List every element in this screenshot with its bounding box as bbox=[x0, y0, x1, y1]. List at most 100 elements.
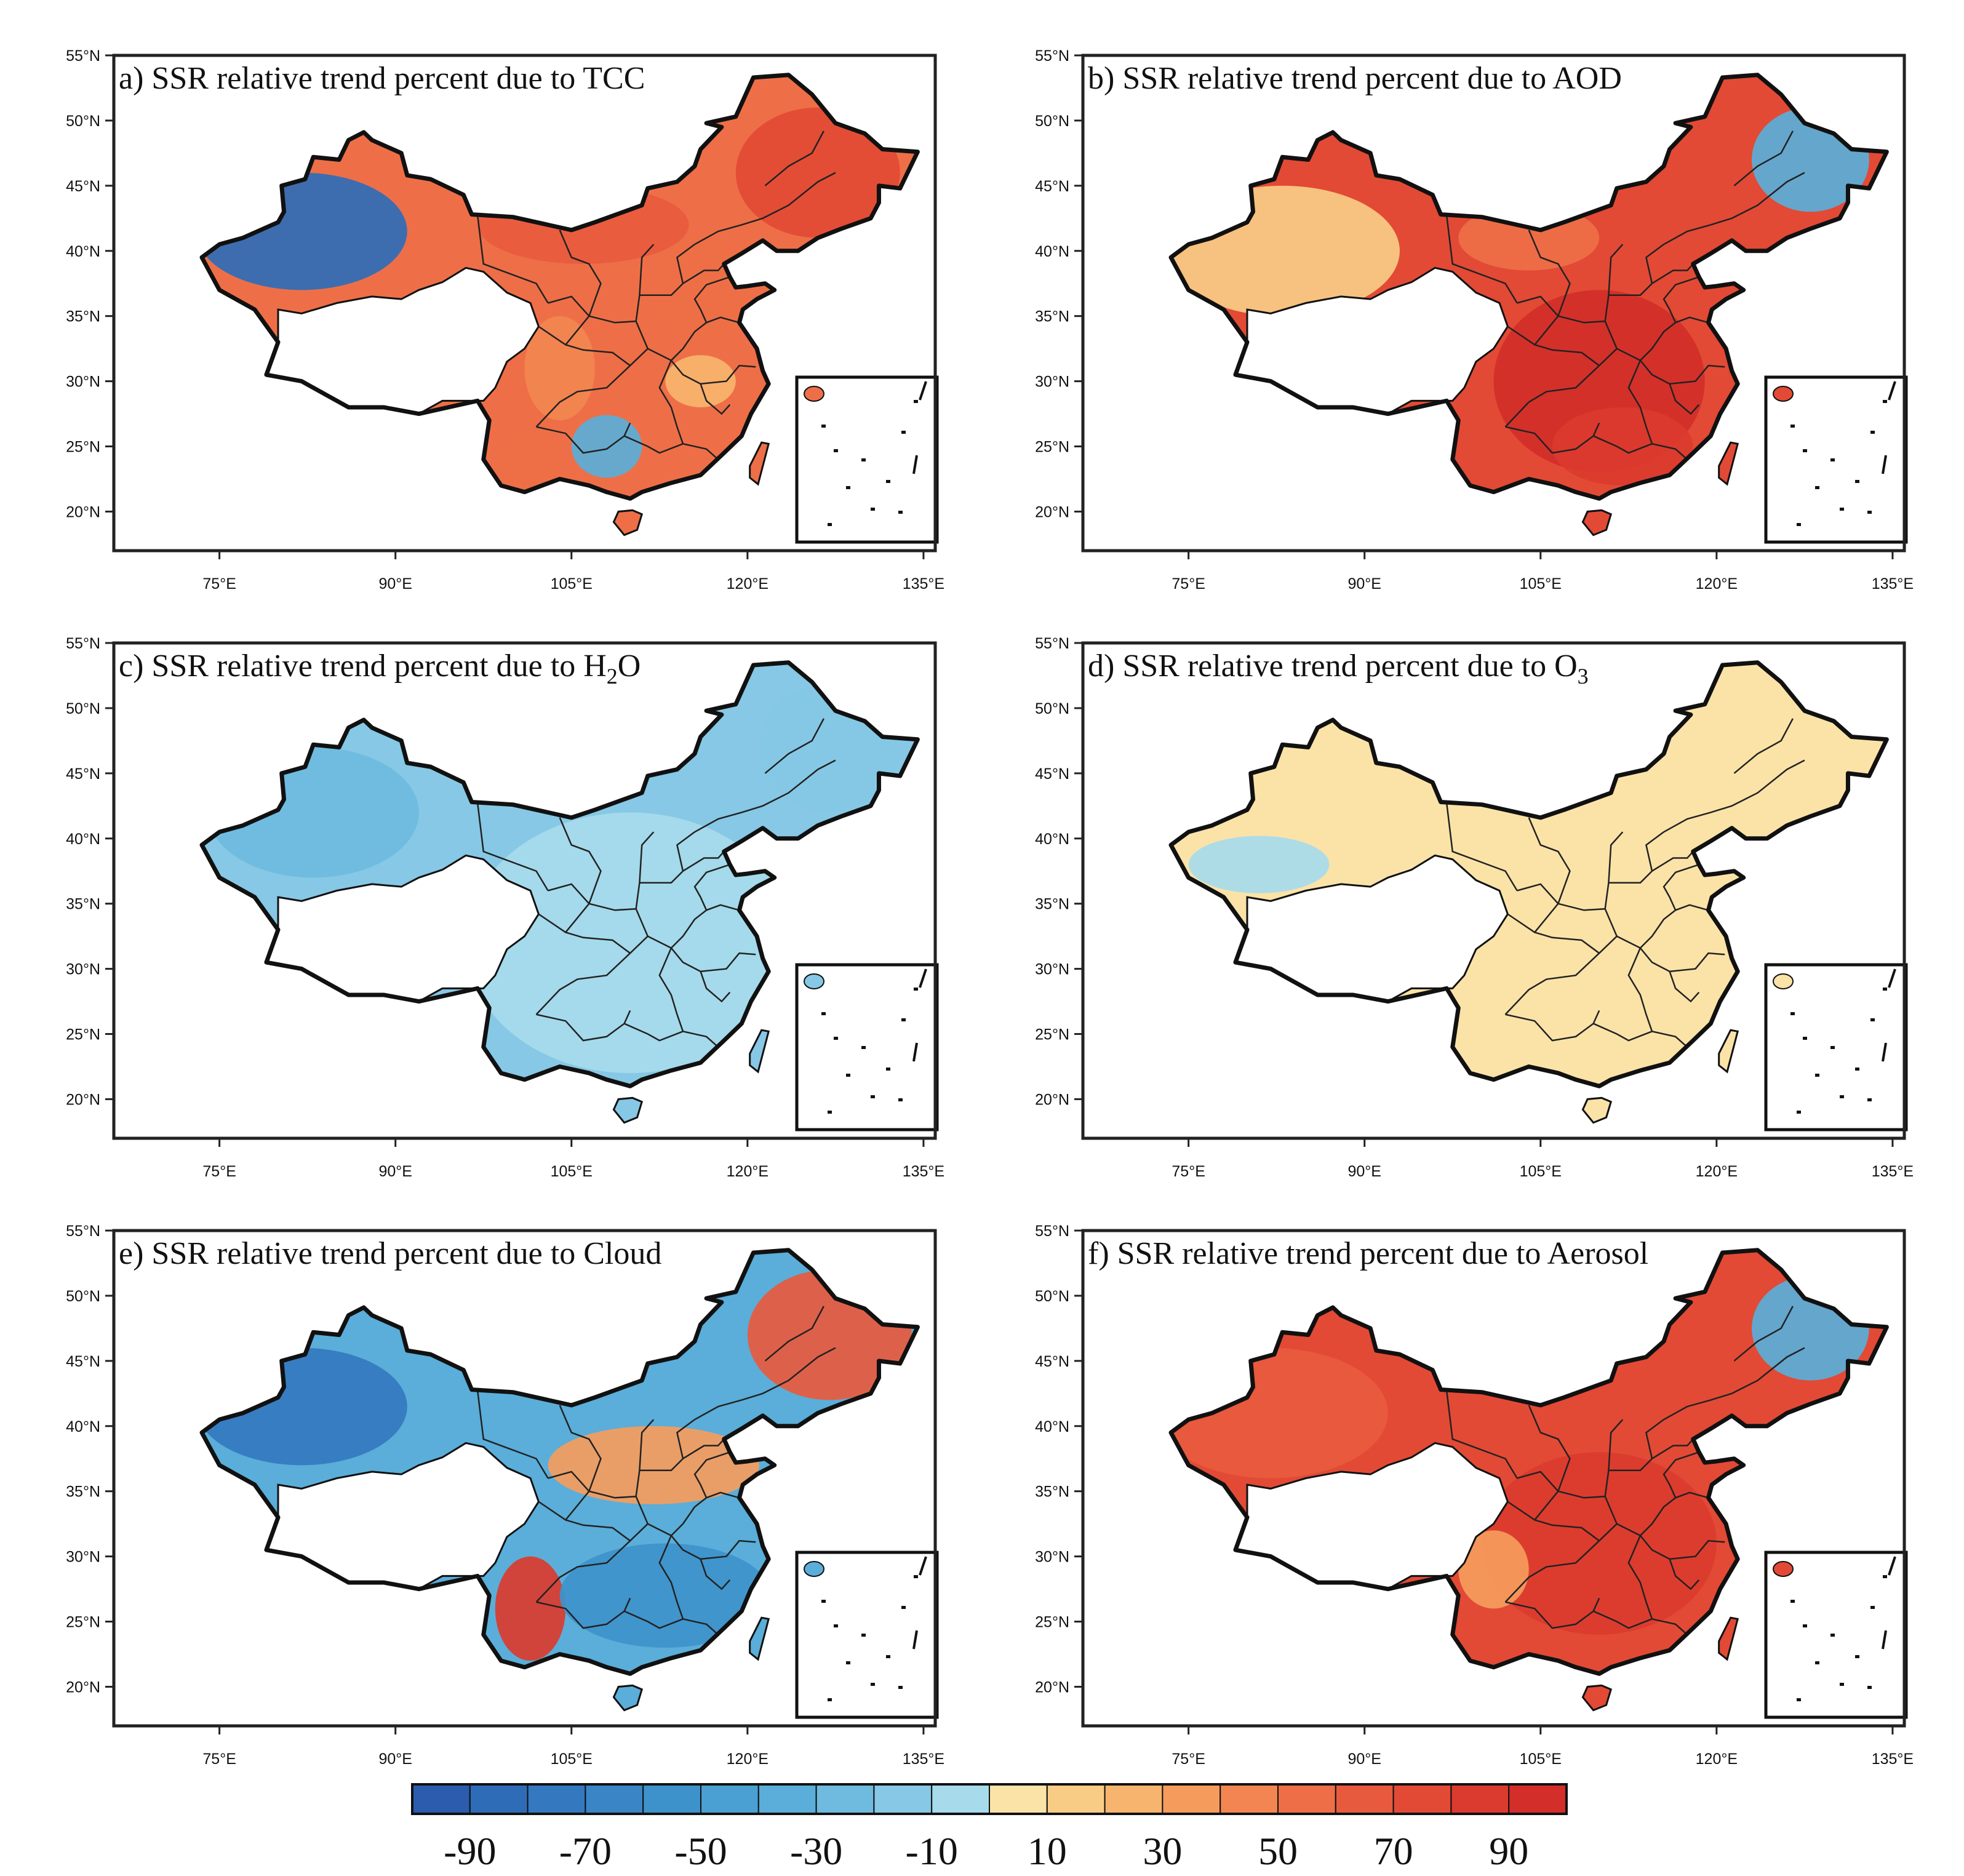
lat-tick-label: 20°N bbox=[1035, 1678, 1069, 1696]
colorbar-swatch bbox=[585, 1784, 644, 1814]
colorbar-swatch bbox=[1450, 1784, 1510, 1814]
lon-tick-label: 120°E bbox=[727, 1163, 768, 1180]
region-a-yunnan bbox=[500, 420, 561, 499]
lon-tick-label: 75°E bbox=[1172, 1750, 1205, 1768]
panel-e-title: e) SSR relative trend percent due to Clo… bbox=[119, 1236, 661, 1271]
colorbar-label: -70 bbox=[559, 1829, 612, 1873]
lon-tick-label: 135°E bbox=[1872, 1163, 1914, 1180]
province-borders bbox=[1445, 1306, 1805, 1635]
region-a-sichuan bbox=[524, 316, 595, 421]
hainan-island bbox=[612, 1096, 644, 1124]
lat-tick-label: 30°N bbox=[1035, 1549, 1069, 1566]
south-china-sea-inset bbox=[1764, 963, 1908, 1132]
lat-tick-label: 55°N bbox=[1035, 635, 1069, 652]
south-china-sea-inset bbox=[795, 1551, 939, 1719]
colorbar-swatch bbox=[1392, 1784, 1452, 1814]
region-e-south-china bbox=[559, 1543, 771, 1648]
lat-tick-label: 30°N bbox=[1035, 961, 1069, 978]
lat-tick-label: 35°N bbox=[66, 896, 100, 913]
region-a-yangtze bbox=[665, 355, 736, 407]
lat-tick-label: 40°N bbox=[1035, 1418, 1069, 1435]
south-china-sea-inset bbox=[795, 963, 939, 1132]
lat-tick-label: 45°N bbox=[1035, 1353, 1069, 1370]
hainan-island bbox=[1581, 509, 1613, 537]
region-e-yunnan bbox=[495, 1556, 566, 1661]
lat-tick-label: 25°N bbox=[66, 439, 100, 456]
taiwan-island bbox=[1718, 1616, 1739, 1661]
lat-tick-label: 20°N bbox=[66, 503, 100, 521]
panel-d-title: d) SSR relative trend percent due to O3 bbox=[1088, 649, 1589, 689]
lat-tick-label: 25°N bbox=[66, 1614, 100, 1631]
region-c-rest-of-china bbox=[466, 812, 795, 1074]
lat-tick-label: 25°N bbox=[1035, 1614, 1069, 1631]
region-a-northeast bbox=[735, 107, 900, 238]
lat-tick-label: 55°N bbox=[1035, 47, 1069, 65]
region-f-northeast bbox=[1752, 1276, 1869, 1381]
colorbar-swatch bbox=[642, 1784, 701, 1814]
lon-tick-label: 75°E bbox=[1172, 1163, 1205, 1180]
colorbar-swatch bbox=[815, 1784, 875, 1814]
lat-tick-label: 20°N bbox=[66, 1091, 100, 1108]
lon-tick-label: 105°E bbox=[1520, 575, 1562, 593]
lon-tick-label: 105°E bbox=[1520, 1163, 1562, 1180]
lat-tick-label: 25°N bbox=[1035, 439, 1069, 456]
region-a-guangxi-guizhou bbox=[571, 415, 642, 478]
region-e-xinjiang bbox=[202, 1347, 407, 1466]
colorbar: -90 -70 -50 -30 -10 10 30 50 70 90 bbox=[411, 1783, 1568, 1873]
lat-tick-label: 40°N bbox=[66, 243, 100, 260]
lat-tick-label: 30°N bbox=[66, 961, 100, 978]
colorbar-label: 70 bbox=[1374, 1829, 1413, 1873]
lat-tick-label: 50°N bbox=[66, 700, 100, 717]
panel-b-frame bbox=[1081, 54, 1906, 553]
lat-tick-label: 30°N bbox=[66, 1549, 100, 1566]
lat-tick-label: 30°N bbox=[66, 373, 100, 391]
panel-d: 75°E 90°E 105°E 120°E 135°E 55°N 50°N 45°N 40°N 3… bbox=[1035, 635, 1914, 1180]
colorbar-swatch bbox=[931, 1784, 990, 1814]
colorbar-swatch bbox=[1104, 1784, 1164, 1814]
lon-tick-label: 135°E bbox=[903, 575, 944, 593]
lat-tick-label: 55°N bbox=[66, 1223, 100, 1240]
colorbar-label: 90 bbox=[1489, 1829, 1528, 1873]
lat-tick-label: 55°N bbox=[66, 635, 100, 652]
colorbar-swatch bbox=[1508, 1784, 1567, 1814]
lat-tick-label: 35°N bbox=[66, 308, 100, 325]
lat-tick-label: 50°N bbox=[66, 1288, 100, 1305]
region-f-xinjiang bbox=[1171, 1347, 1388, 1479]
region-b-south-china bbox=[1552, 407, 1693, 486]
panel-a-frame bbox=[112, 54, 937, 553]
province-borders bbox=[476, 130, 836, 460]
lat-tick-label: 40°N bbox=[66, 1418, 100, 1435]
colorbar-swatch bbox=[1277, 1784, 1336, 1814]
province-borders bbox=[1445, 718, 1805, 1048]
lat-tick-label: 50°N bbox=[66, 113, 100, 130]
region-f-southwest bbox=[1458, 1530, 1529, 1609]
panel-c-frame bbox=[112, 641, 937, 1140]
colorbar-swatch bbox=[469, 1784, 529, 1814]
lon-tick-label: 90°E bbox=[378, 575, 412, 593]
province-borders bbox=[476, 1306, 836, 1635]
panel-f-frame bbox=[1081, 1229, 1906, 1728]
panel-c-title: c) SSR relative trend percent due to H2O bbox=[119, 649, 641, 689]
lat-tick-label: 50°N bbox=[1035, 1288, 1069, 1305]
lon-tick-label: 135°E bbox=[903, 1750, 944, 1768]
lat-tick-label: 40°N bbox=[1035, 243, 1069, 260]
colorbar-label: 30 bbox=[1143, 1829, 1182, 1873]
lat-tick-label: 20°N bbox=[66, 1678, 100, 1696]
country-outline bbox=[199, 660, 920, 1088]
panel-b: 75°E 90°E 105°E 120°E 135°E 55°N 50°N 45°N 40°N 3… bbox=[1035, 47, 1914, 593]
south-china-sea-inset bbox=[795, 375, 939, 544]
colorbar-swatch bbox=[1046, 1784, 1106, 1814]
panel-f-title: f) SSR relative trend percent due to Aer… bbox=[1088, 1236, 1648, 1271]
lat-tick-label: 35°N bbox=[1035, 1483, 1069, 1501]
colorbar-label: -30 bbox=[790, 1829, 842, 1873]
lat-tick-label: 50°N bbox=[1035, 113, 1069, 130]
lon-tick-label: 90°E bbox=[1347, 1750, 1381, 1768]
map-panels: 75°E 90°E 105°E 120°E 135°E 55°N 50°N 45°N 40°N 3… bbox=[66, 47, 1914, 1768]
colorbar-swatch bbox=[527, 1784, 586, 1814]
province-borders bbox=[476, 718, 836, 1048]
region-c-xinjiang bbox=[207, 747, 419, 878]
lat-tick-label: 40°N bbox=[1035, 831, 1069, 848]
region-d-rest-of-china bbox=[1387, 747, 1811, 1060]
region-a-xinjiang bbox=[202, 172, 407, 290]
colorbar-swatch bbox=[873, 1784, 933, 1814]
